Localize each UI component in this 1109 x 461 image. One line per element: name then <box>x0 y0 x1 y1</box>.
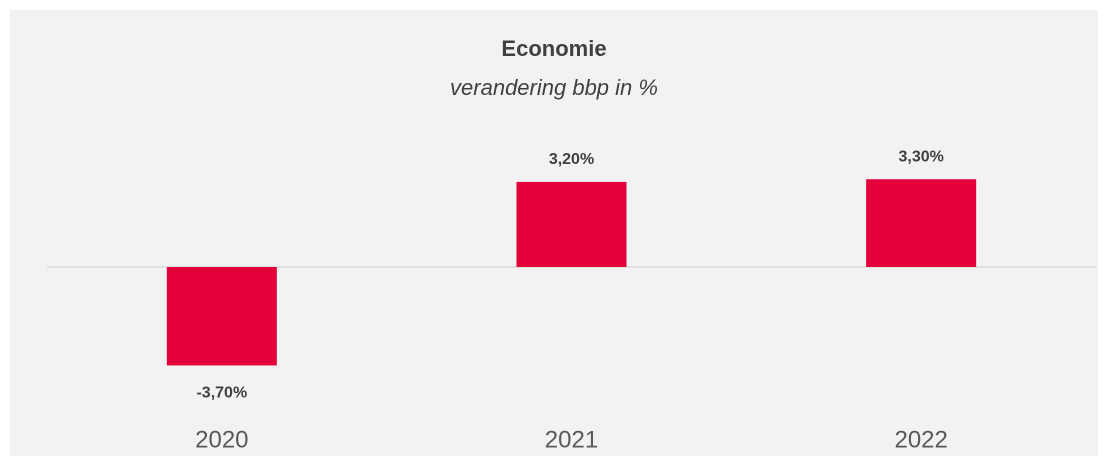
chart-subtitle: verandering bbp in % <box>450 75 658 100</box>
data-label: -3,70% <box>196 385 247 402</box>
data-label: 3,20% <box>549 151 594 168</box>
x-tick-label: 2022 <box>894 426 947 453</box>
bar <box>166 267 277 366</box>
x-tick-label: 2021 <box>545 426 598 453</box>
bar <box>866 179 977 267</box>
x-tick-label: 2020 <box>195 426 248 453</box>
bar <box>516 181 627 267</box>
data-label: 3,30% <box>898 148 943 165</box>
chart-title: Economie <box>501 36 606 61</box>
